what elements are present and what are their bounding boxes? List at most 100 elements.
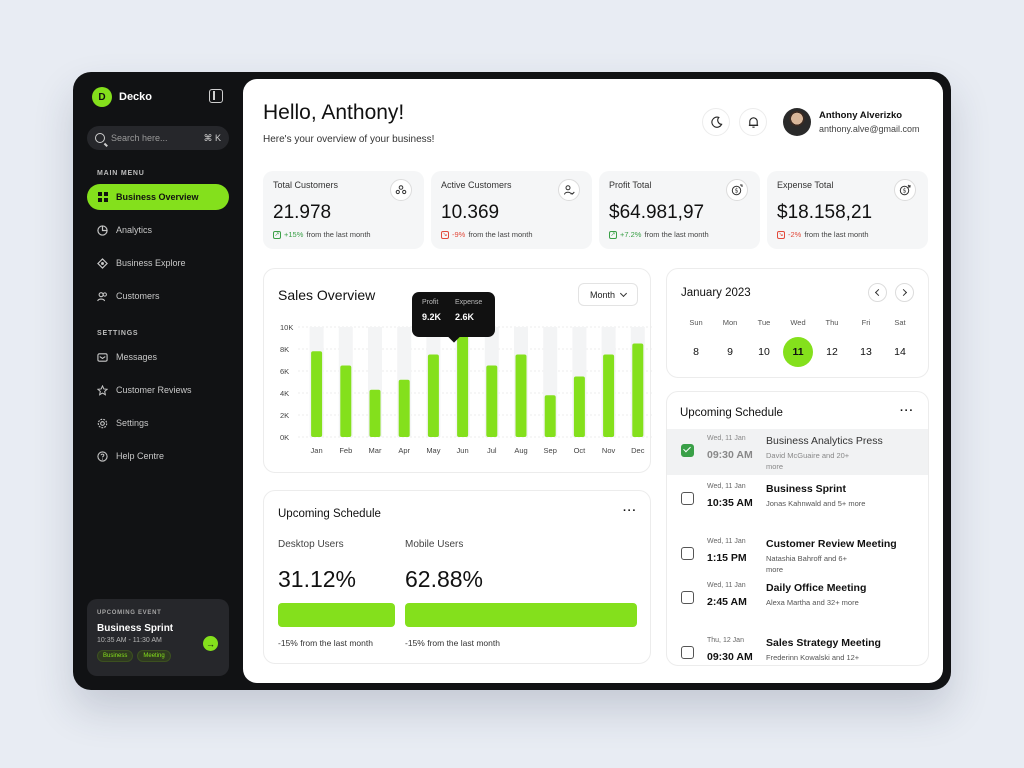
schedule-time: 09:30 AM — [707, 651, 753, 663]
calendar-date[interactable]: 13 — [860, 346, 872, 358]
bar-mar[interactable] — [369, 389, 381, 437]
schedule-attendees: Alexa Martha and 32+ more — [766, 598, 859, 607]
user-email: anthony.alve@gmail.com — [819, 124, 920, 134]
mobile-users-change: -15% from the last month — [405, 638, 500, 648]
sidebar-item-business-overview[interactable]: Business Overview — [87, 184, 229, 210]
more-options-icon[interactable]: ··· — [623, 505, 637, 517]
x-tick-label: Nov — [602, 446, 616, 455]
schedule-checkbox[interactable] — [681, 547, 694, 560]
bar-aug[interactable] — [515, 354, 527, 438]
schedule-checkbox[interactable] — [681, 646, 694, 659]
period-select[interactable]: Month — [578, 283, 638, 306]
bar-sep[interactable] — [544, 395, 556, 437]
schedule-time: 1:15 PM — [707, 552, 747, 564]
calendar-date[interactable]: 14 — [894, 346, 906, 358]
chevron-left-icon — [874, 288, 883, 297]
stat-label: Profit Total — [609, 180, 652, 190]
stat-value: 10.369 — [441, 202, 500, 223]
desktop-users-value: 31.12% — [278, 566, 357, 592]
calendar-date[interactable]: 10 — [758, 346, 770, 358]
bar-oct[interactable] — [573, 376, 585, 438]
schedule-title: Business Analytics Press — [766, 435, 883, 447]
desktop-users-change: -15% from the last month — [278, 638, 373, 648]
bar-apr[interactable] — [398, 379, 410, 437]
search-input[interactable]: Search here... — [111, 133, 168, 143]
schedule-item[interactable]: Wed, 11 Jan 1:15 PM Customer Review Meetin… — [667, 532, 928, 578]
schedule-checkbox[interactable] — [681, 492, 694, 505]
bar-jun[interactable] — [457, 335, 469, 437]
avatar[interactable] — [783, 108, 811, 136]
tooltip-profit-label: Profit — [422, 299, 439, 306]
search-icon — [95, 133, 105, 143]
schedule-item[interactable]: Wed, 11 Jan 2:45 AM Daily Office Meeting Al… — [667, 576, 928, 622]
page-subtitle: Here's your overview of your business! — [263, 134, 435, 145]
calendar-date[interactable]: 8 — [693, 346, 699, 358]
svg-text:$: $ — [903, 188, 907, 195]
bar-jan[interactable] — [311, 351, 323, 437]
notifications-button[interactable] — [739, 108, 767, 136]
sidebar-item-messages[interactable]: Messages — [87, 344, 229, 370]
schedule-item[interactable]: Thu, 12 Jan 09:30 AM Sales Strategy Meetin… — [667, 631, 928, 665]
dollar-down-icon: $ — [894, 179, 916, 201]
calendar-day-name: Fri — [861, 318, 871, 327]
schedule-attendees: Frederinn Kowalski and 12+ more — [766, 653, 860, 665]
event-tag: Business — [97, 650, 134, 662]
sidebar-item-analytics[interactable]: Analytics — [87, 217, 229, 243]
mobile-users-value: 62.88% — [405, 566, 484, 592]
user-name: Anthony Alverizko — [819, 110, 903, 121]
stat-card-total-customers[interactable]: Total Customers 21.978 ↗ +15% from the l… — [263, 171, 424, 249]
message-icon — [97, 352, 108, 363]
dark-mode-toggle[interactable] — [702, 108, 730, 136]
calendar-date-selected[interactable]: 11 — [783, 337, 813, 367]
event-time: 10:35 AM - 11:30 AM — [97, 637, 162, 644]
schedule-attendees: David McGuaire and 20+ more — [766, 451, 850, 471]
calendar-prev-button[interactable] — [868, 283, 887, 302]
schedule-checkbox[interactable] — [681, 444, 694, 457]
stat-card-active-customers[interactable]: Active Customers 10.369 ↘ -9% from the l… — [431, 171, 592, 249]
tooltip-expense-value: 2.6K — [455, 312, 475, 322]
schedule-title: Business Sprint — [766, 483, 846, 495]
schedule-item[interactable]: Wed, 11 Jan 10:35 AM Business Sprint Jonas … — [667, 477, 928, 523]
sidebar-collapse-icon[interactable] — [209, 89, 223, 103]
star-icon — [97, 384, 108, 396]
calendar-day-name: Mon — [722, 318, 738, 327]
stat-value: $18.158,21 — [777, 202, 873, 223]
y-tick-label: 10K — [280, 323, 293, 332]
sidebar-item-business-explore[interactable]: Business Explore — [87, 250, 229, 276]
users-group-icon — [390, 179, 412, 201]
sidebar-item-customers[interactable]: Customers — [87, 283, 229, 309]
brand[interactable]: D Decko — [92, 87, 152, 107]
dollar-up-icon: $ — [726, 179, 748, 201]
sidebar-item-settings[interactable]: Settings — [87, 410, 229, 436]
bar-jul[interactable] — [486, 365, 498, 438]
sidebar-item-label: Messages — [116, 352, 158, 362]
schedule-date: Wed, 11 Jan — [707, 538, 746, 545]
stat-card-profit-total[interactable]: Profit Total $64.981,97 ↗ +7.2% from the… — [599, 171, 760, 249]
calendar-date[interactable]: 9 — [727, 346, 733, 358]
stat-change: ↗ +15% from the last month — [273, 230, 371, 239]
calendar-panel: January 2023 Sun 8 Mon 9 Tue 10 Wed 11 Thu 12 Fri 1… — [666, 268, 929, 378]
calendar-next-button[interactable] — [895, 283, 914, 302]
bar-nov[interactable] — [603, 354, 615, 438]
bar-may[interactable] — [427, 354, 439, 438]
y-tick-label: 0K — [280, 433, 289, 442]
gear-icon — [97, 418, 108, 429]
usage-panel-title: Upcoming Schedule — [278, 508, 381, 520]
upcoming-event-card[interactable]: UPCOMING EVENT Business Sprint 10:35 AM … — [87, 599, 229, 676]
x-tick-label: Aug — [514, 446, 527, 455]
arrow-right-icon[interactable]: → — [203, 636, 218, 651]
event-tags: Business Meeting — [97, 650, 219, 662]
bar-feb[interactable] — [340, 365, 352, 438]
calendar-date[interactable]: 12 — [826, 346, 838, 358]
sales-overview-panel: Sales Overview Month 10K 8K 6K 4K 2K 0K Jan Feb… — [263, 268, 652, 473]
bar-dec[interactable] — [632, 343, 644, 438]
stat-value: 21.978 — [273, 202, 332, 223]
stat-card-expense-total[interactable]: Expense Total $18.158,21 ↘ -2% from the … — [767, 171, 928, 249]
sidebar-item-customer-reviews[interactable]: Customer Reviews — [87, 377, 229, 403]
schedule-date: Wed, 11 Jan — [707, 483, 746, 490]
schedule-item[interactable]: Wed, 11 Jan 09:30 AM Business Analytics Pr… — [667, 429, 928, 475]
schedule-checkbox[interactable] — [681, 591, 694, 604]
more-options-icon[interactable]: ··· — [900, 405, 914, 417]
sidebar-item-help-centre[interactable]: Help Centre — [87, 443, 229, 469]
search-bar[interactable]: Search here... ⌘ K — [87, 126, 229, 150]
